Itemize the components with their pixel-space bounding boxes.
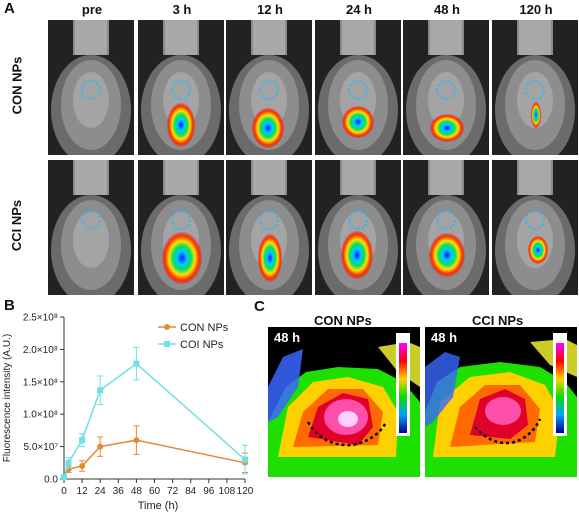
- roi-circle: [259, 80, 279, 100]
- time-tag-cci: 48 h: [431, 330, 458, 345]
- roi-circle: [348, 80, 368, 100]
- x-tick-label: 120: [237, 486, 254, 497]
- data-point: [133, 360, 140, 367]
- heatmap-image-con: 48 h: [268, 327, 420, 477]
- mouse-image: [226, 20, 312, 155]
- y-tick-label: 1.0×10⁸: [23, 410, 58, 421]
- x-tick-label: 108: [219, 486, 236, 497]
- panel-c-title-con: CON NPs: [314, 313, 372, 328]
- series-line: [63, 362, 246, 478]
- roi-circle: [525, 80, 545, 100]
- roi-circle: [436, 80, 456, 100]
- legend-marker-con: [164, 324, 170, 330]
- y-tick-label: 1.5×10⁸: [23, 377, 58, 388]
- time-label-24h: 24 h: [345, 2, 372, 17]
- roi-circle: [525, 210, 545, 230]
- x-tick-label: 0: [61, 486, 67, 497]
- roi-circle: [81, 210, 101, 230]
- fluorescence-signal: [429, 233, 465, 277]
- panel-label-c: C: [254, 298, 265, 315]
- row-label-con: CON NPs: [9, 56, 25, 114]
- y-tick-label: 5.0×10⁷: [24, 442, 59, 453]
- mouse-image: [315, 160, 401, 295]
- data-point: [97, 387, 104, 394]
- roi-circle: [259, 210, 279, 230]
- panel-label-b: B: [4, 297, 15, 314]
- legend-marker-coi: [164, 341, 170, 347]
- panel-c-title-cci: CCI NPs: [472, 313, 524, 328]
- fluorescence-signal: [341, 231, 373, 279]
- x-tick-label: 60: [149, 486, 161, 497]
- roi-circle: [348, 210, 368, 230]
- fluorescence-signal: [252, 108, 284, 148]
- roi-circle: [436, 210, 456, 230]
- time-label-3h: 3 h: [172, 2, 192, 17]
- legend-label-coi: COI NPs: [180, 339, 224, 351]
- data-point: [242, 456, 248, 463]
- fluorescence-signal: [430, 114, 464, 142]
- chart-legend: CON NPs COI NPs: [158, 322, 229, 351]
- panel-label-a: A: [4, 0, 15, 17]
- mouse-image: [403, 160, 489, 295]
- legend-label-con: CON NPs: [180, 322, 229, 334]
- mouse-image: [315, 20, 401, 155]
- roi-circle: [81, 80, 101, 100]
- y-axis-label: Fluorescence intensity (A.U.): [2, 334, 13, 462]
- fluorescence-signal: [162, 232, 202, 284]
- data-point: [133, 437, 140, 444]
- x-axis-label: Time (h): [138, 500, 179, 512]
- x-tick-label: 36: [113, 486, 125, 497]
- data-point: [79, 463, 86, 470]
- mouse-image: [226, 160, 312, 295]
- y-tick-label: 2.0×10⁸: [23, 345, 58, 356]
- mouse-image: [48, 20, 134, 155]
- data-point: [65, 459, 72, 466]
- x-tick-label: 24: [95, 486, 107, 497]
- mouse-image: [403, 20, 489, 155]
- fluorescence-signal: [528, 236, 548, 264]
- x-tick-label: 72: [167, 486, 179, 497]
- x-tick-label: 96: [203, 486, 215, 497]
- time-label-48h: 48 h: [433, 2, 460, 17]
- time-tag-con: 48 h: [274, 330, 301, 345]
- time-label-12h: 12 h: [256, 2, 283, 17]
- mouse-image: [492, 20, 578, 155]
- x-tick-label: 48: [131, 486, 143, 497]
- data-point: [97, 443, 104, 450]
- fluorescence-signal: [167, 103, 195, 147]
- mouse-image: [138, 160, 224, 295]
- x-tick-label: 12: [77, 486, 89, 497]
- roi-circle: [171, 80, 191, 100]
- heatmap-image-cci: 48 h: [425, 327, 577, 477]
- roi-circle: [171, 210, 191, 230]
- chart-series: [61, 346, 248, 481]
- mouse-image: [48, 160, 134, 295]
- fluorescence-signal: [531, 102, 541, 128]
- series-line: [63, 439, 246, 478]
- x-tick-label: 84: [185, 486, 197, 497]
- row-label-cci: CCI NPs: [9, 199, 25, 251]
- y-tick-label: 0.0: [44, 475, 58, 486]
- time-label-pre: pre: [81, 2, 103, 17]
- y-tick-label: 2.5×10⁸: [23, 313, 58, 324]
- data-point: [79, 437, 86, 444]
- data-point: [61, 474, 67, 481]
- time-label-120h: 120 h: [519, 2, 553, 17]
- fluorescence-signal: [258, 234, 282, 282]
- mouse-image: [138, 20, 224, 155]
- fluorescence-signal: [342, 106, 374, 138]
- mouse-image: [492, 160, 578, 295]
